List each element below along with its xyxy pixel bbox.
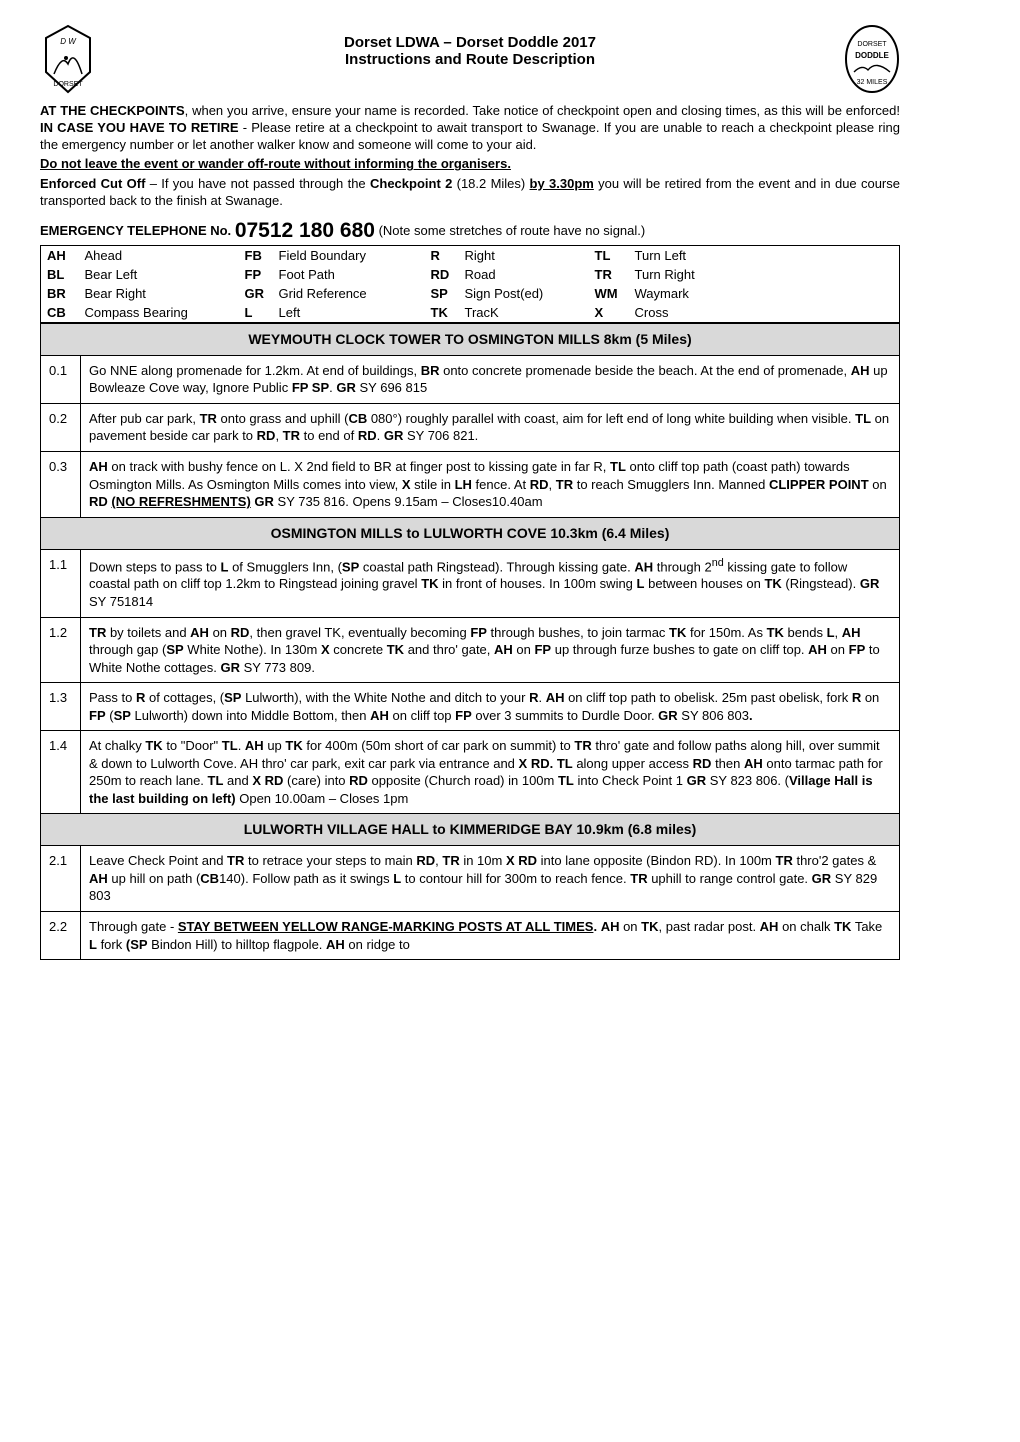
route-desc: TR by toilets and AH on RD, then gravel … bbox=[81, 617, 900, 683]
section-heading-row: LULWORTH VILLAGE HALL to KIMMERIDGE BAY … bbox=[41, 814, 900, 846]
abbr-row: CBCompass BearingLLeftTKTracKXCross bbox=[41, 303, 900, 323]
abbr-meaning: Turn Left bbox=[629, 245, 900, 265]
header: D W DORSET Dorset LDWA – Dorset Doddle 2… bbox=[40, 24, 900, 94]
route-desc: Down steps to pass to L of Smugglers Inn… bbox=[81, 549, 900, 617]
route-row: 1.4At chalky TK to "Door" TL. AH up TK f… bbox=[41, 731, 900, 814]
section-heading: LULWORTH VILLAGE HALL to KIMMERIDGE BAY … bbox=[41, 814, 900, 846]
route-row: 1.1Down steps to pass to L of Smugglers … bbox=[41, 549, 900, 617]
title-block: Dorset LDWA – Dorset Doddle 2017 Instruc… bbox=[96, 24, 844, 68]
route-km: 2.2 bbox=[41, 911, 81, 959]
intro-p1: AT THE CHECKPOINTS, when you arrive, ens… bbox=[40, 102, 900, 153]
title-line-1: Dorset LDWA – Dorset Doddle 2017 bbox=[96, 34, 844, 51]
abbr-meaning: Compass Bearing bbox=[79, 303, 239, 323]
abbr-meaning: Left bbox=[273, 303, 425, 323]
route-km: 1.2 bbox=[41, 617, 81, 683]
intro-p2: Do not leave the event or wander off-rou… bbox=[40, 155, 900, 172]
enforced-mid: – If you have not passed through the bbox=[145, 176, 370, 191]
doddle-logo: DORSET DODDLE 32 MILES bbox=[844, 24, 900, 94]
intro-checkpoints-lead: AT THE CHECKPOINTS bbox=[40, 103, 185, 118]
route-desc: Through gate - STAY BETWEEN YELLOW RANGE… bbox=[81, 911, 900, 959]
route-row: 0.2After pub car park, TR onto grass and… bbox=[41, 403, 900, 451]
emergency-line: EMERGENCY TELEPHONE No. 07512 180 680 (N… bbox=[40, 219, 900, 243]
section-heading-row: WEYMOUTH CLOCK TOWER TO OSMINGTON MILLS … bbox=[41, 323, 900, 355]
route-row: 2.2Through gate - STAY BETWEEN YELLOW RA… bbox=[41, 911, 900, 959]
route-desc: Leave Check Point and TR to retrace your… bbox=[81, 846, 900, 912]
route-desc: At chalky TK to "Door" TL. AH up TK for … bbox=[81, 731, 900, 814]
route-row: 2.1Leave Check Point and TR to retrace y… bbox=[41, 846, 900, 912]
route-km: 1.3 bbox=[41, 683, 81, 731]
abbreviations-table: AHAheadFBField BoundaryRRightTLTurn Left… bbox=[40, 245, 900, 323]
abbr-code: FB bbox=[239, 245, 273, 265]
route-desc: AH on track with bushy fence on L. X 2nd… bbox=[81, 452, 900, 518]
enforced-mid2: (18.2 Miles) bbox=[452, 176, 529, 191]
abbr-code: WM bbox=[589, 284, 629, 303]
abbr-code: TL bbox=[589, 245, 629, 265]
emergency-tel: 07512 180 680 bbox=[235, 219, 375, 242]
abbr-meaning: Field Boundary bbox=[273, 245, 425, 265]
abbr-meaning: Sign Post(ed) bbox=[459, 284, 589, 303]
intro-block: AT THE CHECKPOINTS, when you arrive, ens… bbox=[40, 102, 900, 243]
route-table: WEYMOUTH CLOCK TOWER TO OSMINGTON MILLS … bbox=[40, 323, 900, 960]
route-desc: After pub car park, TR onto grass and up… bbox=[81, 403, 900, 451]
route-row: 1.3Pass to R of cottages, (SP Lulworth),… bbox=[41, 683, 900, 731]
intro-retire-bold: IN CASE YOU HAVE TO RETIRE bbox=[40, 120, 239, 135]
enforced-cutoff: Enforced Cut Off – If you have not passe… bbox=[40, 175, 900, 209]
abbr-meaning: TracK bbox=[459, 303, 589, 323]
svg-text:DORSET: DORSET bbox=[53, 81, 83, 88]
section-heading: OSMINGTON MILLS to LULWORTH COVE 10.3km … bbox=[41, 517, 900, 549]
abbr-meaning: Turn Right bbox=[629, 265, 900, 284]
abbr-code: FP bbox=[239, 265, 273, 284]
abbr-code: BL bbox=[41, 265, 79, 284]
route-km: 1.1 bbox=[41, 549, 81, 617]
abbr-code: TR bbox=[589, 265, 629, 284]
abbr-code: CB bbox=[41, 303, 79, 323]
intro-p1-a: , when you arrive, ensure your name is r… bbox=[185, 103, 900, 118]
route-km: 2.1 bbox=[41, 846, 81, 912]
enforced-cp: Checkpoint 2 bbox=[370, 176, 452, 191]
route-desc: Pass to R of cottages, (SP Lulworth), wi… bbox=[81, 683, 900, 731]
abbr-meaning: Right bbox=[459, 245, 589, 265]
route-km: 0.2 bbox=[41, 403, 81, 451]
ldwa-logo: D W DORSET bbox=[40, 24, 96, 94]
abbr-row: BRBear RightGRGrid ReferenceSPSign Post(… bbox=[41, 284, 900, 303]
abbr-meaning: Ahead bbox=[79, 245, 239, 265]
abbr-meaning: Bear Right bbox=[79, 284, 239, 303]
enforced-time: by 3.30pm bbox=[530, 176, 594, 191]
abbr-code: X bbox=[589, 303, 629, 323]
abbr-meaning: Cross bbox=[629, 303, 900, 323]
abbr-code: TK bbox=[425, 303, 459, 323]
route-row: 0.1Go NNE along promenade for 1.2km. At … bbox=[41, 355, 900, 403]
svg-text:DODDLE: DODDLE bbox=[855, 51, 889, 60]
route-km: 1.4 bbox=[41, 731, 81, 814]
emergency-label: EMERGENCY TELEPHONE No. bbox=[40, 223, 231, 238]
abbr-row: BLBear LeftFPFoot PathRDRoadTRTurn Right bbox=[41, 265, 900, 284]
route-row: 1.2TR by toilets and AH on RD, then grav… bbox=[41, 617, 900, 683]
svg-text:D W: D W bbox=[60, 37, 77, 46]
abbr-meaning: Waymark bbox=[629, 284, 900, 303]
section-heading-row: OSMINGTON MILLS to LULWORTH COVE 10.3km … bbox=[41, 517, 900, 549]
abbr-row: AHAheadFBField BoundaryRRightTLTurn Left bbox=[41, 245, 900, 265]
route-km: 0.3 bbox=[41, 452, 81, 518]
route-km: 0.1 bbox=[41, 355, 81, 403]
emergency-note: (Note some stretches of route have no si… bbox=[379, 223, 646, 238]
section-heading: WEYMOUTH CLOCK TOWER TO OSMINGTON MILLS … bbox=[41, 323, 900, 355]
abbr-code: RD bbox=[425, 265, 459, 284]
route-desc: Go NNE along promenade for 1.2km. At end… bbox=[81, 355, 900, 403]
svg-text:DORSET: DORSET bbox=[857, 41, 887, 48]
abbr-meaning: Foot Path bbox=[273, 265, 425, 284]
abbr-code: BR bbox=[41, 284, 79, 303]
route-row: 0.3AH on track with bushy fence on L. X … bbox=[41, 452, 900, 518]
abbr-code: L bbox=[239, 303, 273, 323]
abbr-code: R bbox=[425, 245, 459, 265]
abbr-code: SP bbox=[425, 284, 459, 303]
abbr-meaning: Bear Left bbox=[79, 265, 239, 284]
abbr-meaning: Grid Reference bbox=[273, 284, 425, 303]
title-line-2: Instructions and Route Description bbox=[96, 51, 844, 68]
intro-do-not-leave: Do not leave the event or wander off-rou… bbox=[40, 156, 511, 171]
abbr-meaning: Road bbox=[459, 265, 589, 284]
enforced-lead: Enforced Cut Off bbox=[40, 176, 145, 191]
abbr-code: AH bbox=[41, 245, 79, 265]
svg-text:32 MILES: 32 MILES bbox=[857, 79, 888, 86]
abbr-code: GR bbox=[239, 284, 273, 303]
